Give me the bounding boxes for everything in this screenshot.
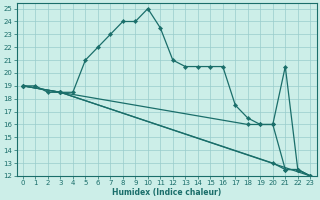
X-axis label: Humidex (Indice chaleur): Humidex (Indice chaleur): [112, 188, 221, 197]
